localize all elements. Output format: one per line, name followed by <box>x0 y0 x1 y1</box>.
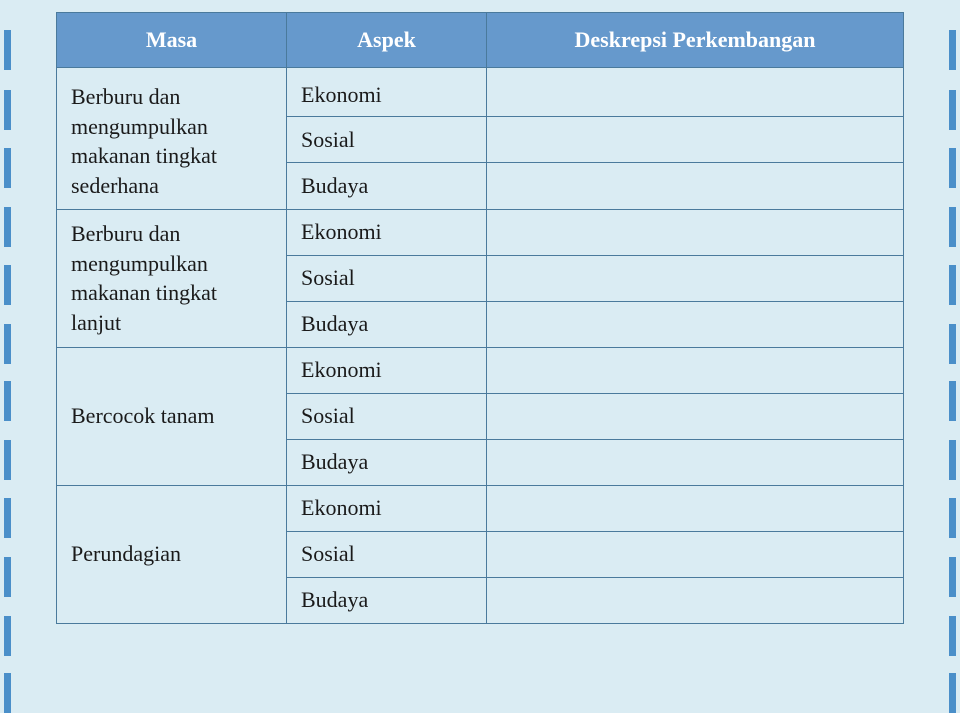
masa-cell: Berburu dan mengumpulkan makanan tingkat… <box>57 68 287 210</box>
header-masa: Masa <box>57 13 287 68</box>
deskripsi-cell <box>487 163 904 209</box>
deskripsi-cell <box>487 68 904 117</box>
header-deskripsi: Deskrepsi Perkembangan <box>487 13 904 68</box>
aspek-cell: Sosial <box>287 531 487 577</box>
deskripsi-cell <box>487 577 904 623</box>
deskripsi-cell <box>487 347 904 393</box>
table-row: Berburu dan mengumpulkan makanan tingkat… <box>57 209 904 255</box>
deskripsi-cell <box>487 439 904 485</box>
header-aspek: Aspek <box>287 13 487 68</box>
table-wrapper: Masa Aspek Deskrepsi Perkembangan Berbur… <box>0 0 960 624</box>
deskripsi-cell <box>487 393 904 439</box>
table-row: PerundagianEkonomi <box>57 485 904 531</box>
aspek-cell: Ekonomi <box>287 485 487 531</box>
masa-cell: Bercocok tanam <box>57 347 287 485</box>
deskripsi-cell <box>487 301 904 347</box>
deskripsi-cell <box>487 531 904 577</box>
masa-cell: Berburu dan mengumpulkan makanan tingkat… <box>57 209 287 347</box>
deskripsi-cell <box>487 209 904 255</box>
aspek-cell: Budaya <box>287 439 487 485</box>
table-row: Bercocok tanamEkonomi <box>57 347 904 393</box>
aspek-cell: Ekonomi <box>287 347 487 393</box>
table-row: Berburu dan mengumpulkan makanan tingkat… <box>57 68 904 117</box>
table-header-row: Masa Aspek Deskrepsi Perkembangan <box>57 13 904 68</box>
deskripsi-cell <box>487 485 904 531</box>
aspek-cell: Sosial <box>287 393 487 439</box>
aspek-cell: Sosial <box>287 117 487 163</box>
dash-segment <box>4 673 11 713</box>
dash-segment <box>949 673 956 713</box>
aspek-cell: Budaya <box>287 577 487 623</box>
aspek-cell: Ekonomi <box>287 68 487 117</box>
deskripsi-cell <box>487 255 904 301</box>
aspek-cell: Ekonomi <box>287 209 487 255</box>
masa-cell: Perundagian <box>57 485 287 623</box>
aspek-cell: Budaya <box>287 301 487 347</box>
aspek-cell: Sosial <box>287 255 487 301</box>
aspek-cell: Budaya <box>287 163 487 209</box>
perkembangan-table: Masa Aspek Deskrepsi Perkembangan Berbur… <box>56 12 904 624</box>
deskripsi-cell <box>487 117 904 163</box>
